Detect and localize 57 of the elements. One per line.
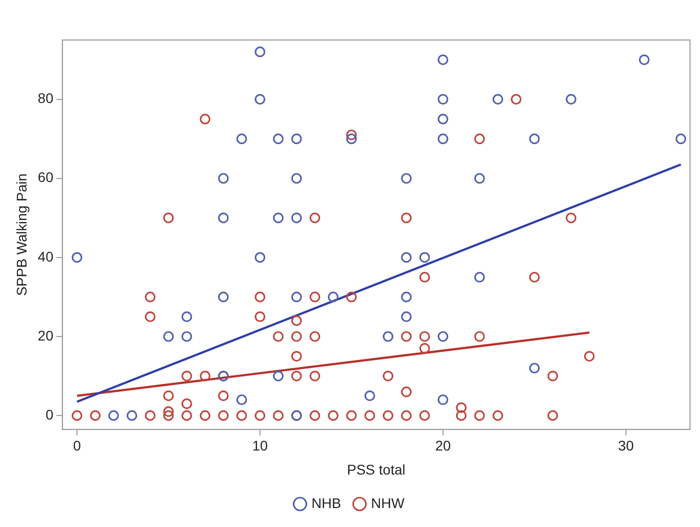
point bbox=[529, 134, 540, 144]
point bbox=[291, 212, 302, 224]
point bbox=[218, 212, 229, 224]
x-axis-title: PSS total bbox=[347, 461, 406, 478]
y-axis-title: SPPB Walking Pain bbox=[13, 173, 30, 296]
point bbox=[382, 331, 394, 342]
point bbox=[401, 311, 412, 322]
point bbox=[638, 54, 650, 66]
point bbox=[438, 394, 448, 406]
y-tick-label: 60 bbox=[38, 169, 54, 186]
point bbox=[401, 252, 412, 263]
x-tick-label: 30 bbox=[618, 438, 634, 454]
point bbox=[236, 394, 247, 406]
point bbox=[438, 331, 448, 342]
point bbox=[474, 272, 485, 282]
point bbox=[474, 173, 485, 184]
y-tick-label: 80 bbox=[38, 90, 54, 106]
point bbox=[291, 173, 302, 184]
point bbox=[272, 212, 284, 224]
point bbox=[272, 134, 284, 144]
point bbox=[492, 94, 504, 105]
point bbox=[676, 134, 686, 144]
y-tick-label: 0 bbox=[46, 406, 54, 422]
point bbox=[163, 331, 174, 342]
point bbox=[272, 370, 284, 382]
point bbox=[328, 292, 338, 302]
point bbox=[419, 252, 430, 263]
point bbox=[254, 94, 266, 105]
point bbox=[218, 292, 229, 302]
point bbox=[108, 410, 119, 421]
point bbox=[438, 54, 448, 66]
y-tick-label: 40 bbox=[38, 248, 54, 264]
x-tick-label: 0 bbox=[73, 438, 82, 454]
x-tick-label: 20 bbox=[435, 438, 451, 454]
point bbox=[182, 331, 192, 342]
x-tick-label: 10 bbox=[252, 438, 268, 454]
point bbox=[438, 134, 448, 144]
point bbox=[291, 134, 302, 144]
point bbox=[236, 134, 247, 144]
point bbox=[401, 173, 412, 184]
point bbox=[291, 292, 302, 302]
point bbox=[438, 94, 448, 105]
point bbox=[401, 292, 412, 302]
point bbox=[254, 46, 266, 58]
point bbox=[566, 94, 576, 105]
point bbox=[126, 410, 138, 421]
point bbox=[254, 252, 266, 263]
point bbox=[346, 134, 357, 144]
point bbox=[364, 390, 376, 402]
point bbox=[218, 173, 229, 184]
point bbox=[529, 362, 540, 374]
legend-label: NHW bbox=[371, 494, 406, 511]
legend-label: NHB bbox=[312, 494, 342, 511]
point bbox=[182, 311, 192, 322]
point bbox=[72, 252, 82, 263]
y-tick-label: 20 bbox=[38, 327, 54, 344]
point bbox=[438, 114, 448, 124]
